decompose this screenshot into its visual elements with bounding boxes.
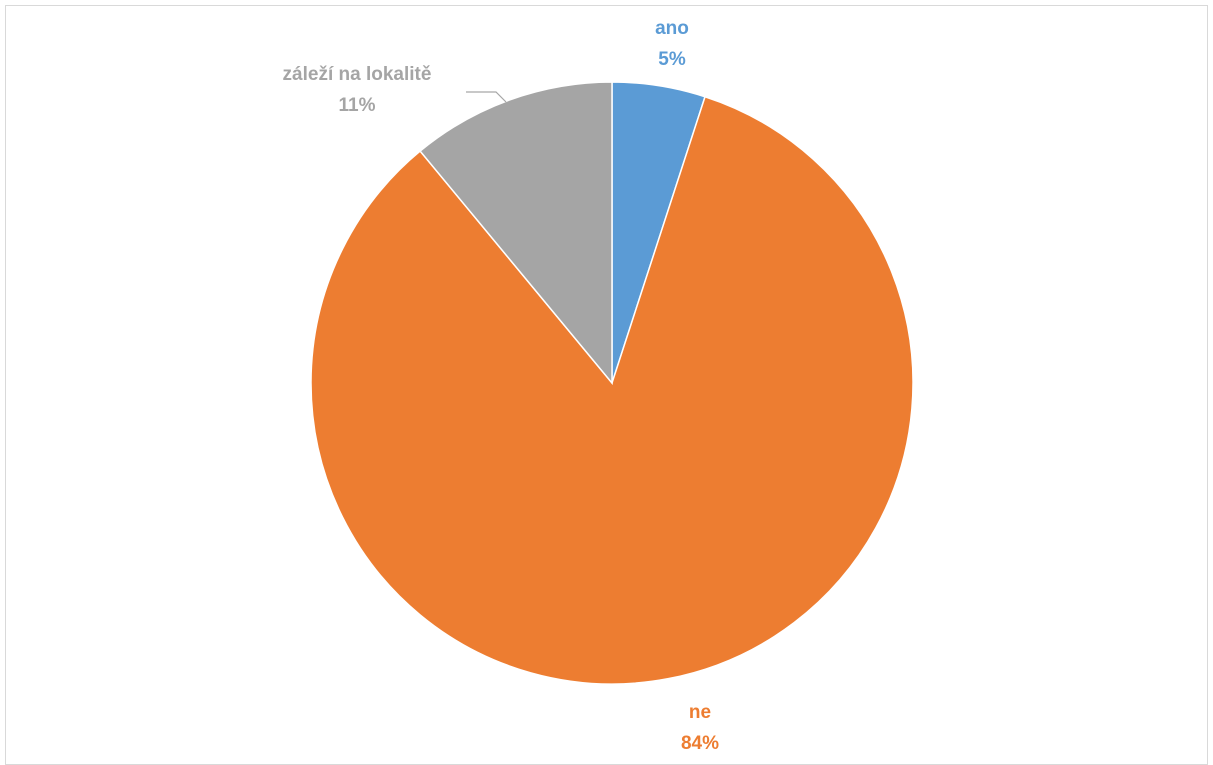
slice-label-3: záleží na lokalitě — [283, 64, 432, 85]
leader-line-3 — [466, 91, 507, 103]
slice-value-label-2: 84% — [681, 733, 719, 754]
data-labels: ano 5% ne 84% záleží na lokalitě 11% — [283, 18, 720, 754]
slice-label-1: ano — [655, 18, 689, 39]
pie-slices — [310, 81, 914, 685]
slice-value-label-1: 5% — [658, 49, 686, 70]
slice-label-2: ne — [689, 702, 711, 723]
pie-slice-3 — [419, 81, 613, 386]
leader-lines — [466, 91, 507, 103]
pie-slice-2 — [310, 95, 914, 685]
slice-value-label-3: 11% — [339, 95, 376, 116]
